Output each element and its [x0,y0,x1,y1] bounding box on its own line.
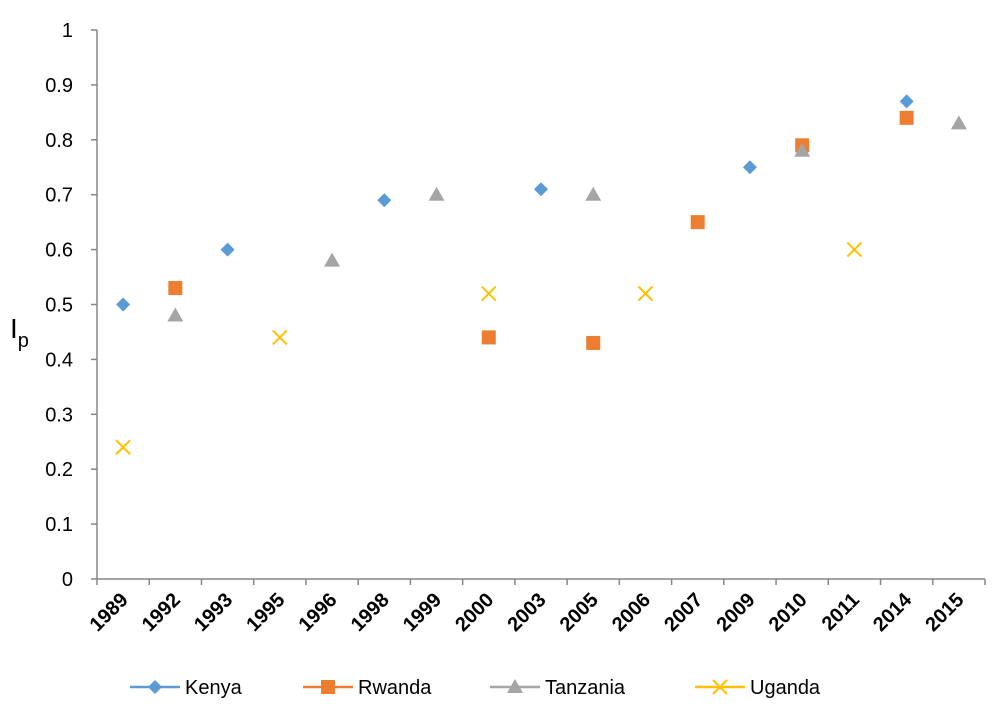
x-tick-label: 2000 [451,589,498,636]
x-tick-label: 2006 [608,589,655,636]
data-point-tanzania-2005 [585,186,602,201]
axes [91,29,986,585]
y-tick-label: 0.3 [45,404,73,426]
y-tick-label: 0.1 [45,514,73,536]
x-tick-label: 2014 [869,588,917,636]
data-point-rwanda-2014 [899,110,914,125]
data-point-uganda-2006 [637,285,654,302]
data-point-rwanda-2000 [481,330,496,345]
x-tick-label: 2007 [660,589,707,636]
data-point-tanzania-2015 [950,115,967,130]
legend-marker [507,679,523,693]
x-tick-label: 2010 [765,589,812,636]
series-tanzania [167,115,967,322]
legend-item-rwanda: Rwanda [303,677,432,699]
legend: Kenya Rwanda Tanzania Uganda [130,677,821,699]
data-point-kenya-2009 [742,160,757,175]
data-point-rwanda-1992 [168,281,183,296]
series-uganda [115,241,863,455]
legend-marker [148,680,162,694]
data-point-uganda-1989 [115,439,131,455]
x-tick-label: 1999 [399,589,446,636]
y-tick-label: 0.5 [45,295,73,317]
x-tick-label: 2003 [504,589,551,636]
data-point-tanzania-2010 [794,142,811,157]
data-point-uganda-2000 [481,285,497,302]
data-point-tanzania-1992 [167,307,184,322]
y-tick-label: 0.6 [45,240,73,262]
data-point-kenya-1989 [116,297,131,312]
data-point-uganda-2011 [846,241,863,258]
data-point-kenya-2014 [899,94,914,109]
y-tick-label: 1 [62,20,73,42]
legend-marker [321,680,335,694]
x-tick-label: 2011 [818,589,864,635]
data-point-kenya-1993 [220,242,235,257]
x-tick-labels: 1989 1992 1993 1995 1996 1998 1999 2000 2003 2005… [86,588,969,636]
legend-item-tanzania: Tanzania [490,677,626,699]
x-tick-label: 1992 [138,589,185,636]
data-points [115,94,967,455]
y-tick-label: 0.8 [45,130,73,152]
x-tick-label: 1989 [86,589,133,636]
data-point-tanzania-1996 [324,252,341,267]
x-tick-label: 1996 [295,589,342,636]
data-point-kenya-2003 [534,182,548,197]
y-tick-label: 0.4 [45,349,73,371]
data-point-rwanda-2005 [586,335,601,350]
y-tick-labels: 0 0.1 0.2 0.3 0.4 0.5 0.6 0.7 0.8 0.9 1 [45,20,73,591]
x-tick-label: 1998 [347,589,394,636]
x-tick-label: 1993 [190,589,237,636]
legend-label: Rwanda [358,677,432,699]
y-tick-label: 0.2 [45,459,73,481]
legend-item-uganda: Uganda [695,677,821,699]
y-tick-label: 0.9 [45,75,73,97]
x-tick-label: 1995 [242,589,289,636]
x-tick-label: 2009 [712,589,759,636]
legend-item-kenya: Kenya [130,677,243,699]
y-tick-label: 0.7 [45,185,73,207]
y-axis-label: Ip [10,313,29,352]
data-point-kenya-1998 [377,193,392,208]
data-point-rwanda-2007 [690,215,705,230]
x-tick-label: 2015 [921,589,968,636]
legend-label: Kenya [185,677,243,699]
series-kenya [116,94,914,312]
legend-label: Uganda [750,677,821,699]
legend-label: Tanzania [545,677,626,699]
data-point-uganda-1995 [272,329,288,346]
data-point-tanzania-1999 [428,186,445,201]
x-tick-label: 2005 [556,589,603,636]
legend-marker [712,679,728,695]
y-tick-label: 0 [62,569,73,591]
